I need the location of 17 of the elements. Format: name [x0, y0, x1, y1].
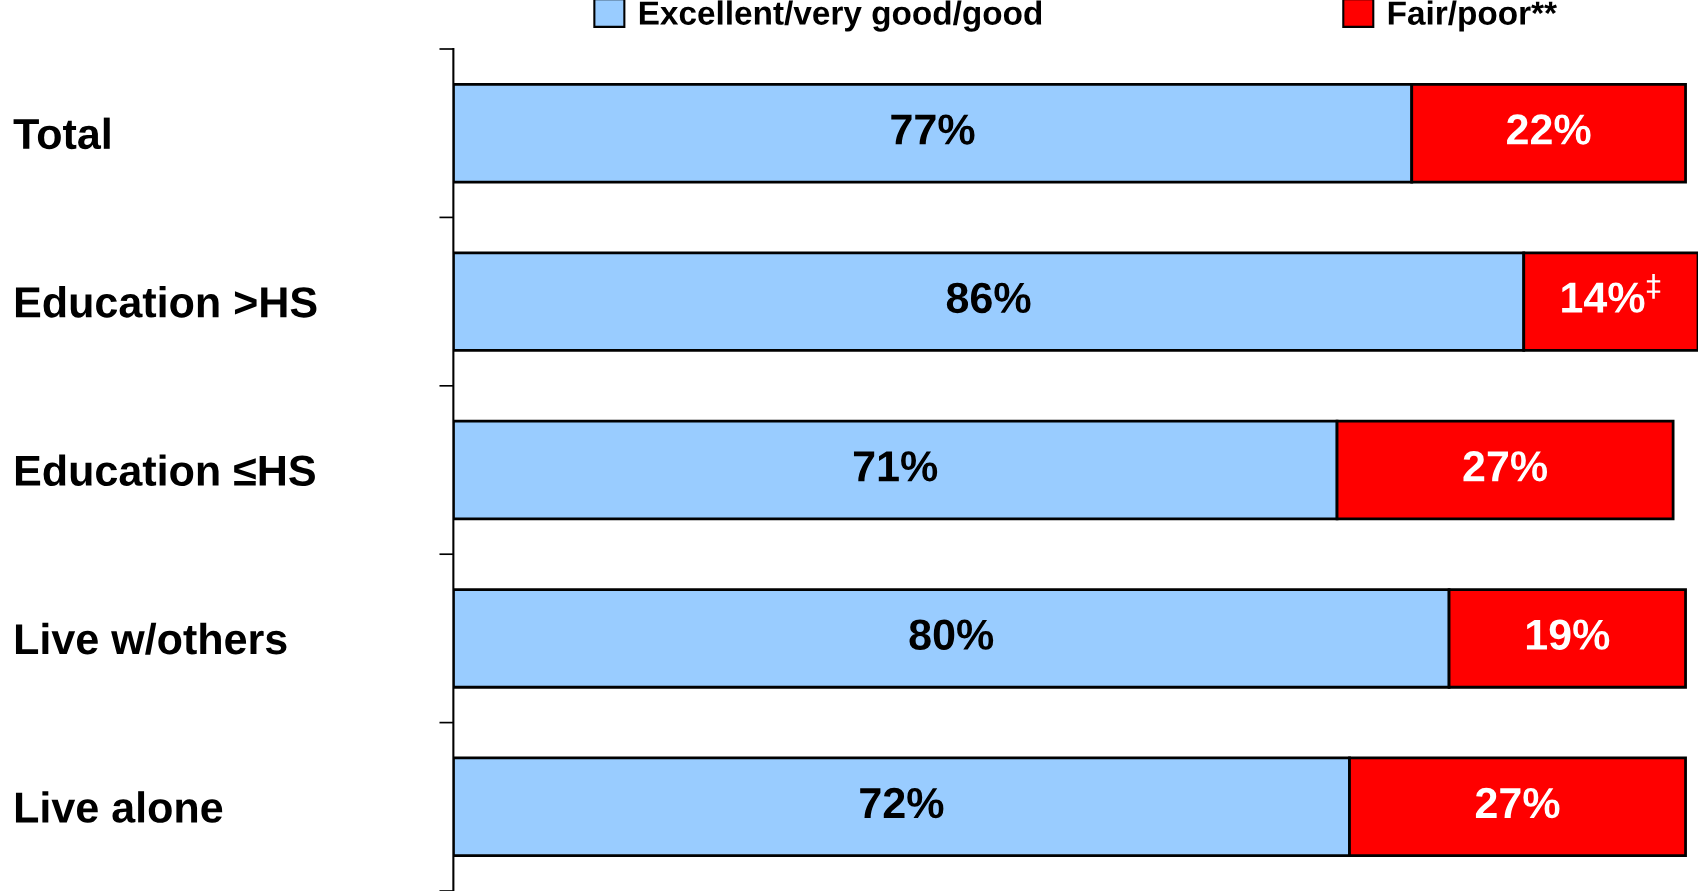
legend-label: Excellent/very good/good [639, 0, 1042, 32]
y-tick-label: Education ≤HS [15, 454, 315, 487]
y-tick-label: Total [13, 117, 110, 150]
y-tick-label: Live alone [15, 791, 223, 823]
data-label: 72% [860, 787, 944, 819]
legend-label: Fair/poor** [1388, 0, 1557, 32]
data-label: 80% [909, 619, 994, 650]
data-label: 14%$^{‡}$ [1562, 273, 1661, 313]
data-label: 27% [1475, 787, 1560, 819]
data-label: 19% [1526, 619, 1610, 650]
data-label: 22% [1507, 114, 1591, 145]
data-label: 77% [891, 114, 975, 145]
y-tick-label: Education >HS [15, 286, 317, 318]
data-label: 71% [853, 451, 938, 482]
data-label: 86% [946, 282, 1031, 314]
data-label: 27% [1463, 451, 1548, 482]
y-tick-label: Live w/others [15, 622, 287, 655]
